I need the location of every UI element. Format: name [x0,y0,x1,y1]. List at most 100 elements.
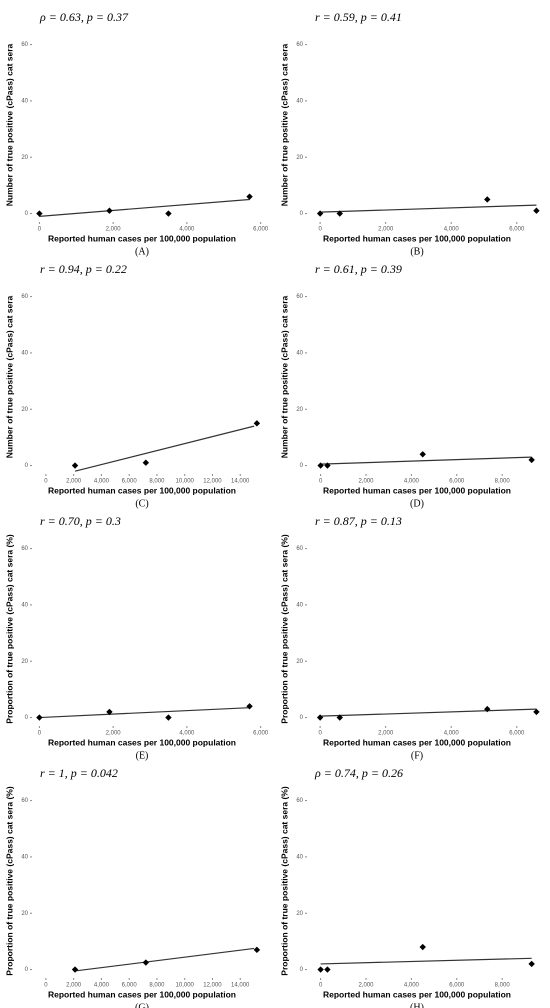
x-tick-label: 4,000 [179,227,195,233]
x-tick-label: 4,000 [444,227,460,233]
x-tick-label: 2,000 [66,479,82,485]
x-tick-label: 10,000 [176,479,195,485]
x-tick-label: 6,000 [122,479,138,485]
x-tick-label: 4,000 [404,983,420,989]
fit-line [39,707,250,719]
y-tick-label: 60 [21,294,28,300]
x-tick-label: 6,000 [253,227,269,233]
point [246,193,253,200]
panel-label: (E) [136,750,149,761]
x-tick-label: 6,000 [122,983,138,989]
panel-label: (C) [135,498,148,509]
point [165,210,172,217]
point [336,210,343,217]
x-tick-label: 0 [44,983,48,989]
point [484,705,491,713]
x-axis-title: Reported human cases per 100,000 populat… [323,233,511,243]
point [71,966,79,973]
fit-line [74,947,255,972]
x-tick-label: 14,000 [231,479,250,485]
y-tick-label: 0 [25,211,29,217]
panel: 0 20 40 60 0 2,000 4,000 6,000 8,000 10,000 12,000… [4,766,261,1008]
stat-annotation: r = 0.61, p = 0.39 [315,262,402,276]
point [419,451,426,458]
x-axis-title: Reported human cases per 100,000 populat… [323,737,511,747]
y-tick-label: 40 [21,350,28,356]
x-axis-title: Reported human cases per 100,000 populat… [48,737,236,747]
y-tick-label: 60 [21,798,28,804]
panel-label: (H) [410,1002,424,1008]
x-tick-label: 6,000 [253,731,269,737]
x-tick-label: 8,000 [149,479,165,485]
x-tick-label: 8,000 [495,479,511,485]
x-tick-label: 4,000 [94,983,110,989]
point [533,708,540,716]
y-tick-label: 40 [296,350,303,356]
y-tick-label: 0 [25,463,29,469]
fit-line [320,708,537,717]
y-tick-label: 0 [300,967,304,973]
fit-line [320,456,532,465]
x-tick-label: 4,000 [444,731,460,737]
y-tick-label: 40 [21,602,28,608]
x-tick-label: 6,000 [449,479,465,485]
x-tick-label: 2,000 [378,731,394,737]
point [317,462,324,469]
x-tick-label: 0 [38,731,42,737]
y-tick-label: 20 [296,407,303,413]
y-tick-label: 40 [296,602,303,608]
point [165,714,172,721]
point [253,946,261,954]
point [316,210,324,217]
x-tick-label: 2,000 [106,731,122,737]
point [528,456,535,464]
point [484,196,491,203]
y-tick-label: 0 [300,211,304,217]
y-axis-title: Proportion of true positive (cPass) cat … [279,534,289,724]
point [253,420,261,427]
y-tick-label: 40 [296,854,303,860]
x-tick-label: 10,000 [176,983,195,989]
point [324,966,331,973]
x-tick-label: 0 [318,731,322,737]
y-tick-label: 20 [21,155,28,161]
y-tick-label: 40 [21,854,28,860]
y-tick-label: 60 [296,294,303,300]
x-axis-title: Reported human cases per 100,000 populat… [323,485,511,495]
y-axis-title: Number of true positive (cPass) cat sera [279,43,289,206]
point [528,960,535,968]
stat-annotation: r = 1, p = 0.042 [40,766,118,780]
y-axis-title: Number of true positive (cPass) cat sera [4,295,14,458]
stat-annotation: r = 0.59, p = 0.41 [315,10,402,24]
x-tick-label: 8,000 [149,983,165,989]
y-tick-label: 20 [296,659,303,665]
x-tick-label: 2,000 [358,479,374,485]
y-axis-title: Proportion of true positive (cPass) cat … [4,786,14,976]
panel: 0 20 40 60 0 2,000 4,000 6,000 8,000 10,000 12,000… [4,262,261,509]
x-tick-label: 2,000 [66,983,82,989]
point [336,714,343,721]
y-tick-label: 0 [300,715,304,721]
x-tick-label: 8,000 [495,983,511,989]
panel-label: (G) [135,1002,149,1008]
x-tick-label: 12,000 [203,479,222,485]
y-tick-label: 60 [296,546,303,552]
point [36,714,43,721]
stat-annotation: r = 0.70, p = 0.3 [40,514,121,528]
y-axis-title: Proportion of true positive (cPass) cat … [279,786,289,976]
stat-annotation: ρ = 0.63, p = 0.37 [39,10,129,24]
y-axis-title: Proportion of true positive (cPass) cat … [4,534,14,724]
x-tick-label: 6,000 [509,731,525,737]
stat-annotation: ρ = 0.74, p = 0.26 [314,766,403,780]
y-tick-label: 20 [296,911,303,917]
x-tick-label: 6,000 [449,983,465,989]
y-tick-label: 0 [25,715,29,721]
stat-annotation: r = 0.94, p = 0.22 [40,262,127,276]
fit-line [39,198,250,217]
x-tick-label: 12,000 [203,983,222,989]
